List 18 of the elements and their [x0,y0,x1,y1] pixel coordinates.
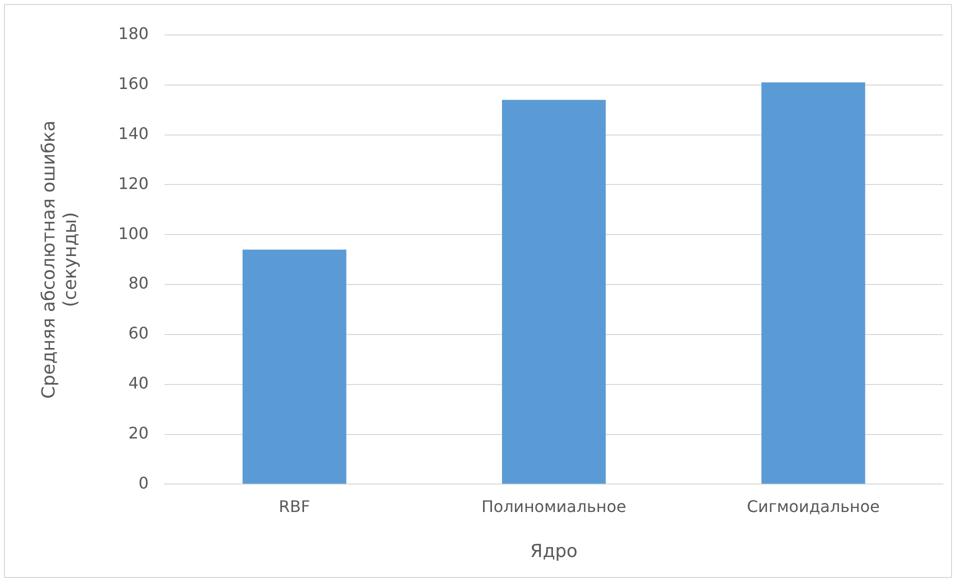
y-axis-title: Средняя абсолютная ошибка (секунды) [38,120,82,399]
y-tick-label: 120 [118,174,149,193]
y-tick-label: 180 [118,24,149,44]
y-tick-label: 0 [138,473,149,492]
x-tick-label: RBF [278,496,310,516]
bar [761,82,866,484]
y-tick-label: 40 [128,374,149,393]
y-tick-label: 160 [118,74,149,94]
y-tick-label: 80 [128,274,149,293]
x-tick-label: Сигмоидальное [746,496,880,516]
bar [502,100,606,484]
x-tick-label: Полиномиальное [482,496,626,516]
y-tick-label: 100 [118,224,149,243]
y-tick-label: 140 [118,124,149,143]
x-axis-title: Ядро [530,540,578,562]
bar [242,250,346,484]
y-tick-label: 60 [128,324,149,343]
y-tick-label: 20 [128,423,149,442]
